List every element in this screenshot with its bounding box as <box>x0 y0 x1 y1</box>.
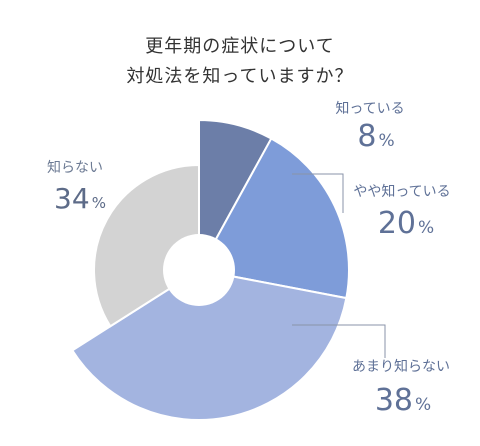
leader-line-1 <box>292 324 386 358</box>
slice-value-3: 34% <box>54 182 106 215</box>
slice-label-1: やや知っている <box>353 183 450 200</box>
leader-line-0 <box>292 173 344 213</box>
pie-slice-1 <box>197 137 350 300</box>
donut-hole <box>163 234 235 306</box>
chart-title-line-2: 対処法を知っていますか？ <box>126 66 354 87</box>
chart-title-line-1: 更年期の症状について <box>145 36 335 57</box>
slice-label-0: 知っている <box>335 100 404 117</box>
slice-value-1: 20% <box>378 206 434 241</box>
slice-value-2: 38% <box>375 383 431 418</box>
slice-value-0: 8% <box>357 119 394 154</box>
slice-label-2: あまり知らない <box>352 358 450 375</box>
slice-label-3: 知らない <box>47 159 103 176</box>
